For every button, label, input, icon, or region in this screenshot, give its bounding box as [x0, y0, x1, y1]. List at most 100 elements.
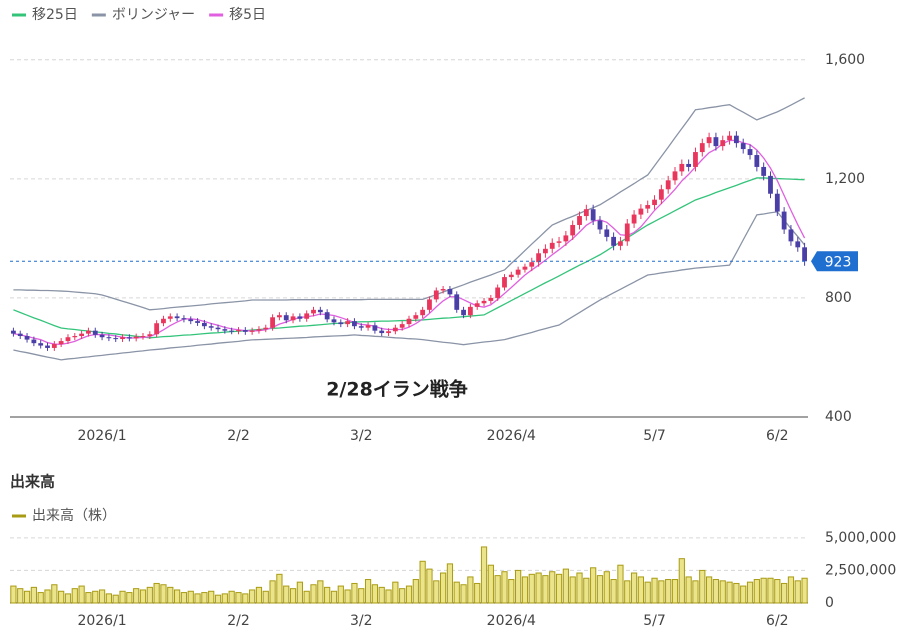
volume-bar	[480, 546, 488, 604]
volume-bar	[433, 580, 440, 604]
candle-body	[679, 163, 685, 172]
volume-bar	[399, 588, 406, 604]
volume-bar	[733, 582, 740, 604]
volume-bar	[624, 580, 631, 604]
volume-bar	[201, 592, 208, 604]
candle-body	[713, 137, 719, 147]
candle-body	[263, 327, 269, 330]
candle-body	[672, 171, 678, 181]
candle-body	[740, 143, 746, 150]
volume-bar	[542, 575, 549, 604]
volume-bar	[781, 582, 788, 604]
candle-body	[474, 303, 480, 307]
candle-body	[515, 269, 521, 275]
candle-body	[733, 135, 739, 144]
volume-bar	[467, 576, 474, 604]
volume-bar	[515, 569, 522, 604]
candle-body	[338, 322, 344, 325]
x-tick-label: 6/2	[766, 428, 789, 444]
candle-body	[256, 329, 262, 331]
candle-body	[99, 334, 105, 338]
candle-body	[201, 322, 207, 327]
candle-body	[167, 316, 173, 319]
candle-body	[324, 312, 330, 320]
volume-bar	[330, 590, 338, 604]
volume-bar	[37, 592, 44, 604]
volume-bar	[371, 584, 379, 604]
candle-body	[774, 193, 780, 212]
volume-bar	[699, 569, 706, 604]
candle-body	[72, 336, 78, 338]
legend-label: 移5日	[229, 7, 266, 23]
volume-bar	[167, 586, 174, 604]
line-0	[13, 177, 805, 339]
legend-label: 移25日	[32, 7, 78, 23]
candle-body	[652, 199, 657, 206]
candle-body	[283, 315, 289, 321]
volume-bar	[794, 580, 801, 604]
candle-body	[481, 300, 487, 304]
volume-bar	[173, 589, 181, 604]
volume-bar	[521, 576, 529, 604]
candle-body	[624, 223, 630, 242]
volume-bar	[64, 593, 72, 604]
candle-body	[577, 216, 582, 225]
volume-bar	[221, 593, 228, 604]
candle-body	[631, 214, 637, 224]
volume-bar	[603, 571, 610, 604]
candle-body	[488, 297, 494, 301]
candle-body	[413, 315, 419, 319]
candle-body	[583, 209, 589, 217]
candle-body	[58, 341, 64, 345]
candle-body	[215, 327, 221, 330]
volume-bar	[17, 588, 24, 604]
candle-body	[120, 337, 125, 340]
candle-body	[113, 338, 119, 340]
volume-bar	[139, 589, 147, 604]
candle-body	[161, 318, 166, 324]
volume-bar	[214, 594, 222, 604]
candle-body	[536, 253, 541, 263]
volume-bar	[726, 581, 733, 604]
volume-bar	[289, 588, 297, 604]
candle-body	[236, 330, 241, 332]
candle-body	[38, 343, 44, 346]
volume-bar	[30, 586, 37, 604]
candle-body	[461, 309, 466, 316]
x-tick-label: 2026/4	[487, 613, 536, 629]
candle-body	[331, 319, 337, 323]
candle-body	[747, 149, 753, 156]
candle-body	[11, 330, 16, 334]
volume-bar	[508, 579, 515, 604]
volume-bar	[426, 568, 433, 604]
candle-body	[229, 330, 235, 332]
volume-bar	[180, 592, 188, 604]
candle-body	[133, 336, 139, 339]
volume-bar	[753, 579, 760, 604]
volume-bar	[51, 584, 58, 604]
candle-body	[761, 166, 767, 176]
candle-body	[352, 321, 357, 327]
volume-bar	[228, 590, 235, 604]
candle-body	[358, 326, 364, 328]
candle-body	[788, 229, 794, 242]
candle-body	[590, 209, 596, 221]
candle-body	[720, 140, 726, 147]
candle-body	[768, 175, 773, 194]
x-tick-label: 2026/4	[487, 428, 536, 444]
volume-bar	[712, 579, 720, 604]
candle-body	[563, 235, 569, 242]
volume-bar	[658, 580, 665, 604]
volume-bar	[446, 563, 454, 604]
candle-body	[147, 334, 153, 337]
candle-body	[222, 329, 228, 331]
candle-body	[686, 163, 692, 167]
volume-bar	[71, 588, 78, 604]
volume-bar	[276, 573, 283, 604]
candle-body	[795, 241, 801, 248]
volume-bar	[10, 585, 17, 604]
candle-body	[611, 236, 617, 246]
volume-bar	[719, 580, 726, 604]
candle-body	[754, 155, 760, 167]
